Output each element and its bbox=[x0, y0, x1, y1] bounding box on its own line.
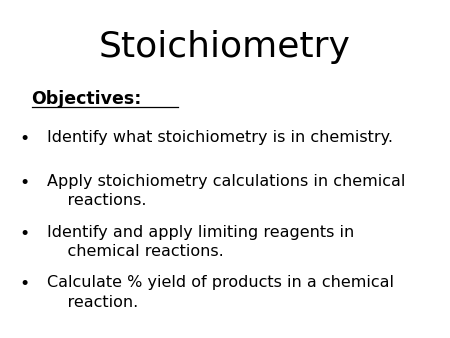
Text: •: • bbox=[20, 275, 30, 293]
Text: •: • bbox=[20, 174, 30, 192]
Text: •: • bbox=[20, 130, 30, 148]
Text: Calculate % yield of products in a chemical
    reaction.: Calculate % yield of products in a chemi… bbox=[47, 275, 394, 310]
Text: Identify and apply limiting reagents in
    chemical reactions.: Identify and apply limiting reagents in … bbox=[47, 225, 355, 259]
Text: Identify what stoichiometry is in chemistry.: Identify what stoichiometry is in chemis… bbox=[47, 130, 393, 145]
Text: •: • bbox=[20, 225, 30, 243]
Text: Stoichiometry: Stoichiometry bbox=[99, 30, 351, 65]
Text: Objectives:: Objectives: bbox=[32, 90, 142, 107]
Text: Apply stoichiometry calculations in chemical
    reactions.: Apply stoichiometry calculations in chem… bbox=[47, 174, 405, 208]
